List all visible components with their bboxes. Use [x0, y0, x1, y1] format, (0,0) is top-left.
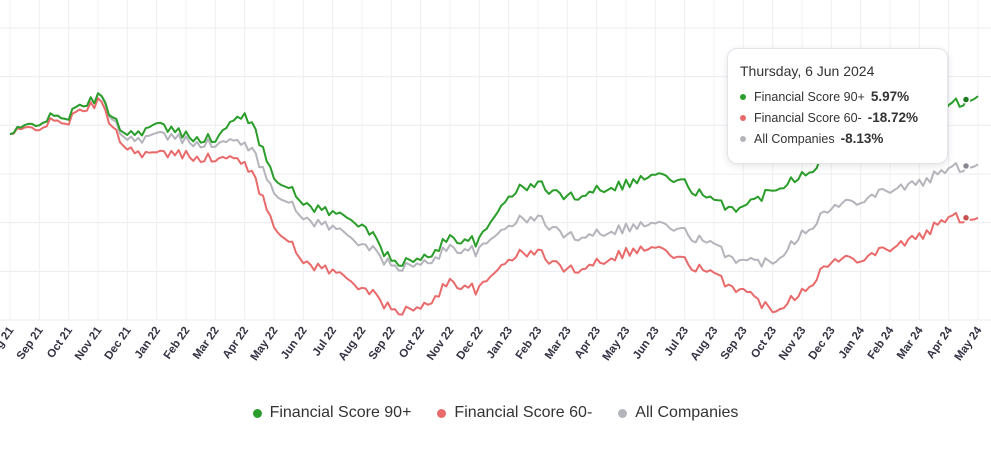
- x-tick-label: Feb 24: [866, 324, 897, 361]
- legend-dot-icon: [437, 408, 447, 418]
- x-tick-label: May 24: [953, 324, 985, 363]
- dot-icon: [740, 135, 746, 142]
- tooltip-row-score90: Financial Score 90+ 5.97%: [740, 89, 935, 104]
- x-tick-label: Jan 23: [485, 325, 515, 361]
- dot-icon: [740, 93, 746, 100]
- series-line-0: [9, 92, 979, 267]
- x-tick-label: Dec 23: [807, 325, 838, 362]
- series-lines: [9, 92, 979, 316]
- tooltip-title: Thursday, 6 Jun 2024: [740, 63, 875, 79]
- hover-tooltip: Thursday, 6 Jun 2024 Financial Score 90+…: [727, 48, 948, 164]
- x-tick-label: Jul 23: [663, 325, 692, 359]
- x-tick-label: Jul 22: [311, 325, 340, 359]
- legend-label: Financial Score 90+: [269, 404, 412, 421]
- grid: [0, 0, 991, 321]
- x-tick-label: Mar 24: [895, 324, 926, 361]
- x-tick-label: Sep 22: [367, 325, 398, 362]
- series-line-2: [9, 92, 979, 272]
- x-tick-label: Jun 22: [279, 325, 310, 362]
- x-tick-label: Mar 22: [191, 325, 222, 362]
- tooltip-row-value: -8.13%: [840, 131, 884, 146]
- tooltip-row-label: All Companies: [754, 131, 835, 146]
- tooltip-row-value: 5.97%: [870, 89, 910, 104]
- legend-item-score90[interactable]: Financial Score 90+: [252, 404, 412, 422]
- x-tick-label: Nov 22: [425, 325, 456, 363]
- tooltip-row-label: Financial Score 90+: [754, 89, 865, 104]
- x-tick-label: Feb 23: [514, 325, 545, 362]
- x-tick-label: Jan 24: [837, 324, 868, 361]
- x-tick-label: Apr 24: [925, 324, 956, 361]
- x-tick-label: Apr 23: [573, 325, 603, 361]
- x-tick-label: Nov 23: [777, 325, 808, 363]
- x-tick-label: Oct 21: [45, 324, 75, 360]
- hover-marker-0: [961, 95, 971, 104]
- tooltip-row-label: Financial Score 60-: [754, 110, 862, 125]
- legend-label: All Companies: [635, 404, 739, 421]
- dot-icon: [740, 114, 746, 121]
- x-tick-label: Oct 22: [397, 325, 427, 361]
- hover-marker-1: [961, 213, 971, 223]
- chart-legend: Financial Score 90+ Financial Score 60- …: [0, 404, 991, 422]
- x-tick-label: Apr 22: [221, 325, 251, 361]
- x-tick-label: Jan 22: [133, 325, 163, 361]
- legend-label: Financial Score 60-: [454, 404, 593, 421]
- series-line-1: [9, 97, 979, 316]
- legend-dot-icon: [252, 408, 262, 418]
- x-tick-label: Mar 23: [543, 325, 574, 362]
- x-tick-label: Jun 23: [631, 325, 662, 362]
- x-tick-label: Nov 21: [73, 324, 105, 362]
- x-tick-label: Sep 23: [719, 325, 750, 362]
- x-tick-label: Aug 21: [0, 324, 17, 363]
- legend-item-score60[interactable]: Financial Score 60-: [437, 404, 592, 422]
- legend-dot-icon: [618, 408, 628, 418]
- tooltip-row-all: All Companies -8.13%: [740, 131, 935, 146]
- x-tick-label: Sep 21: [15, 324, 46, 362]
- x-tick-label: Oct 23: [749, 325, 779, 361]
- x-tick-label: Dec 21: [103, 324, 134, 362]
- x-tick-label: Feb 22: [162, 325, 193, 362]
- x-tick-label: Aug 23: [689, 325, 721, 363]
- legend-item-all[interactable]: All Companies: [618, 404, 738, 422]
- x-tick-label: Dec 22: [455, 325, 486, 362]
- x-tick-label: May 22: [249, 325, 281, 363]
- tooltip-row-score60: Financial Score 60- -18.72%: [740, 110, 935, 125]
- x-tick-label: Aug 22: [337, 325, 369, 363]
- hover-marker-2: [961, 161, 971, 171]
- x-tick-label: May 23: [601, 325, 633, 363]
- hover-markers: [961, 95, 971, 223]
- tooltip-row-value: -18.72%: [867, 110, 918, 125]
